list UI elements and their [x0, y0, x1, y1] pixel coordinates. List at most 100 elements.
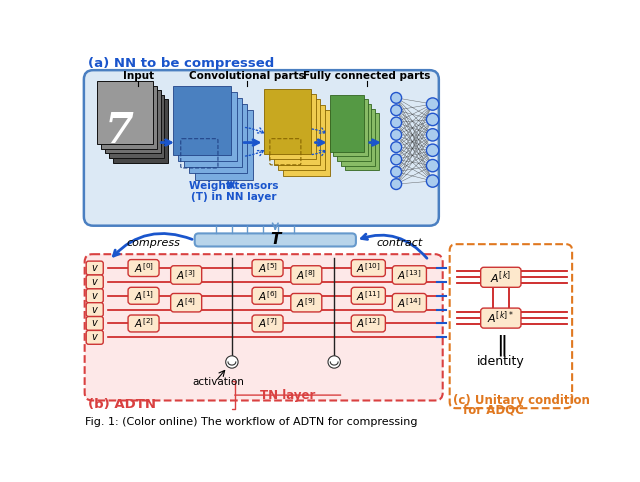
FancyBboxPatch shape — [128, 287, 159, 304]
Bar — [337, 104, 371, 161]
Bar — [105, 90, 161, 153]
Text: $A^{[4]}$: $A^{[4]}$ — [176, 296, 196, 309]
Text: $A^{[1]}$: $A^{[1]}$ — [134, 289, 154, 303]
FancyBboxPatch shape — [128, 260, 159, 277]
Text: (c) Unitary condition: (c) Unitary condition — [452, 394, 589, 407]
FancyBboxPatch shape — [351, 260, 385, 277]
Bar — [179, 92, 237, 161]
Circle shape — [391, 93, 402, 103]
Bar — [345, 113, 379, 170]
Circle shape — [426, 113, 439, 126]
Text: compress: compress — [127, 238, 180, 248]
Bar — [109, 95, 164, 158]
Text: $A^{[10]}$: $A^{[10]}$ — [356, 261, 381, 275]
FancyBboxPatch shape — [86, 331, 103, 344]
FancyBboxPatch shape — [128, 315, 159, 332]
Text: $A^{[2]}$: $A^{[2]}$ — [134, 317, 154, 330]
Bar — [173, 86, 231, 155]
Text: $A^{[5]}$: $A^{[5]}$ — [257, 261, 278, 275]
FancyBboxPatch shape — [252, 315, 283, 332]
Text: $v$: $v$ — [91, 319, 99, 329]
Text: $A^{[k]*}$: $A^{[k]*}$ — [488, 310, 514, 326]
Circle shape — [426, 129, 439, 141]
Text: T: T — [270, 232, 280, 247]
Circle shape — [391, 130, 402, 140]
Text: $v$: $v$ — [91, 263, 99, 273]
Text: identity: identity — [477, 356, 525, 369]
Circle shape — [426, 160, 439, 172]
Circle shape — [426, 144, 439, 156]
FancyBboxPatch shape — [291, 294, 322, 312]
FancyBboxPatch shape — [171, 266, 202, 284]
Text: $A^{[13]}$: $A^{[13]}$ — [397, 268, 422, 282]
Text: Fig. 1: (Color online) The workflow of ADTN for compressing: Fig. 1: (Color online) The workflow of A… — [84, 417, 417, 427]
FancyBboxPatch shape — [481, 268, 521, 287]
Bar — [278, 105, 325, 170]
Text: $v$: $v$ — [91, 305, 99, 315]
Bar — [101, 86, 157, 149]
FancyBboxPatch shape — [392, 294, 426, 312]
Text: $A^{[6]}$: $A^{[6]}$ — [257, 289, 278, 303]
Bar — [283, 110, 330, 175]
FancyBboxPatch shape — [86, 303, 103, 317]
Bar — [333, 99, 367, 156]
Text: Input: Input — [123, 71, 154, 80]
Bar — [341, 108, 375, 166]
FancyBboxPatch shape — [392, 266, 426, 284]
FancyBboxPatch shape — [252, 287, 283, 304]
FancyBboxPatch shape — [84, 254, 443, 401]
Text: $v$: $v$ — [91, 277, 99, 287]
Text: 7: 7 — [104, 110, 133, 152]
FancyBboxPatch shape — [351, 315, 385, 332]
Text: $A^{[8]}$: $A^{[8]}$ — [296, 268, 316, 282]
Text: $A^{[0]}$: $A^{[0]}$ — [134, 261, 154, 275]
Text: for ADQC: for ADQC — [463, 403, 524, 416]
Text: Convolutional parts: Convolutional parts — [189, 71, 305, 80]
Bar — [264, 89, 311, 154]
Text: $A^{[12]}$: $A^{[12]}$ — [356, 317, 381, 330]
FancyBboxPatch shape — [86, 289, 103, 303]
Circle shape — [391, 179, 402, 189]
Text: $A^{[3]}$: $A^{[3]}$ — [176, 268, 196, 282]
Text: TN layer: TN layer — [260, 389, 316, 402]
Circle shape — [328, 356, 340, 368]
Bar — [113, 99, 168, 162]
Text: $v$: $v$ — [91, 333, 99, 342]
FancyBboxPatch shape — [86, 275, 103, 289]
Circle shape — [391, 166, 402, 177]
Bar — [274, 99, 320, 165]
Text: Weight tensors
(T) in NN layer: Weight tensors (T) in NN layer — [189, 181, 278, 202]
Text: $A^{[11]}$: $A^{[11]}$ — [356, 289, 381, 303]
FancyBboxPatch shape — [481, 308, 521, 328]
Bar — [184, 98, 242, 167]
Text: $v$: $v$ — [91, 291, 99, 301]
Circle shape — [391, 105, 402, 116]
Circle shape — [426, 175, 439, 187]
Circle shape — [226, 356, 238, 368]
Circle shape — [426, 98, 439, 110]
Text: $A^{[14]}$: $A^{[14]}$ — [397, 296, 422, 309]
FancyBboxPatch shape — [252, 260, 283, 277]
FancyBboxPatch shape — [195, 233, 356, 246]
Bar — [189, 104, 248, 174]
Bar — [269, 94, 316, 160]
Text: Fully connected parts: Fully connected parts — [303, 71, 431, 80]
Text: (a) NN to be compressed: (a) NN to be compressed — [88, 57, 274, 70]
Bar — [195, 110, 253, 179]
Text: activation: activation — [192, 377, 244, 387]
FancyBboxPatch shape — [86, 261, 103, 275]
Circle shape — [391, 117, 402, 128]
FancyBboxPatch shape — [86, 317, 103, 331]
Text: $A^{[9]}$: $A^{[9]}$ — [296, 296, 316, 309]
Text: $A^{[7]}$: $A^{[7]}$ — [257, 317, 278, 330]
FancyBboxPatch shape — [450, 244, 572, 408]
Text: (b) ADTN: (b) ADTN — [88, 398, 156, 411]
Text: $A^{[k]}$: $A^{[k]}$ — [490, 269, 511, 286]
FancyBboxPatch shape — [84, 70, 439, 226]
Text: contract: contract — [376, 238, 422, 248]
Bar — [330, 95, 364, 152]
FancyBboxPatch shape — [171, 294, 202, 312]
Circle shape — [391, 154, 402, 165]
Circle shape — [391, 142, 402, 152]
FancyBboxPatch shape — [351, 287, 385, 304]
